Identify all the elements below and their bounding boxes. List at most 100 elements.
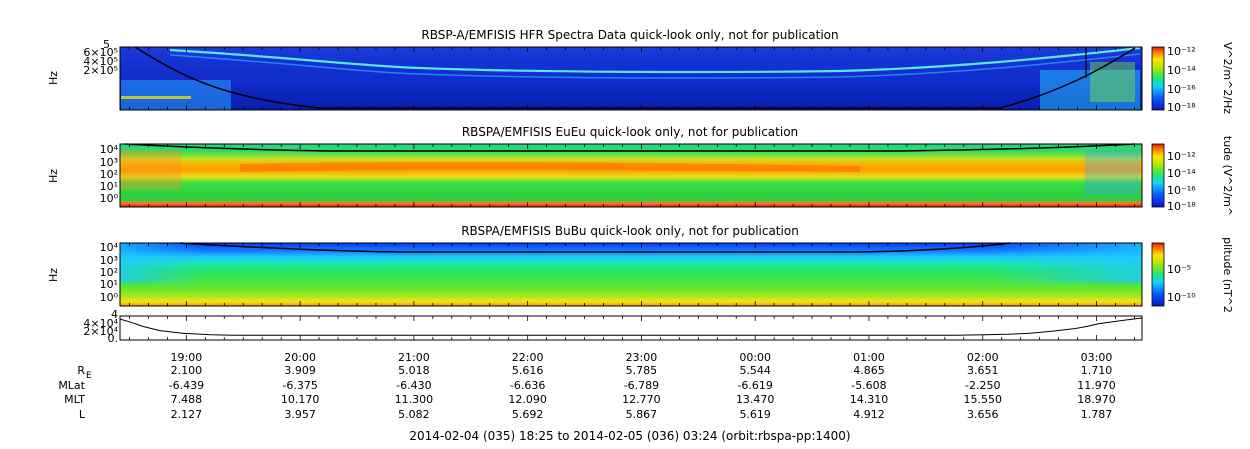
ephemeris-value: 5.692: [512, 408, 544, 421]
ephemeris-value: 4.865: [853, 364, 885, 377]
eueu-intense-band: [240, 161, 860, 172]
ephemeris-value: -6.789: [624, 379, 659, 392]
ephemeris-value: 15.550: [963, 393, 1002, 406]
ephemeris-row-subscript: E: [86, 371, 92, 381]
ephemeris-value: 2.100: [171, 364, 203, 377]
time-axis: 19:00 20:00 21:00 22:00 23:00 00:00 01:00 02:00…: [171, 351, 1113, 364]
ephemeris-value: -2.250: [965, 379, 1000, 392]
ephemeris-value: -6.430: [396, 379, 431, 392]
eueu-ytick-2: 10³: [100, 156, 118, 169]
ephemeris-value: -5.608: [851, 379, 886, 392]
ephemeris-value: 3.651: [967, 364, 999, 377]
ephemeris-value: 3.656: [967, 408, 999, 421]
eueu-spectrogram: [120, 144, 1142, 207]
ephemeris-value: 18.970: [1077, 393, 1116, 406]
time-tick-label: 19:00: [171, 351, 203, 364]
hfr-cbar-tick-3: 10⁻¹⁶: [1167, 83, 1196, 96]
line-xticks: [129, 316, 1135, 340]
bubu-ytick-2: 10³: [100, 254, 118, 267]
ephemeris-value: 3.957: [284, 408, 316, 421]
time-tick-label: 20:00: [284, 351, 316, 364]
hfr-cbar-label: V^2/m^2/Hz: [1221, 42, 1234, 114]
eueu-cbar-label: tude (V^2/m^: [1221, 136, 1234, 216]
line-series: [119, 317, 1142, 336]
ephemeris-value: 10.170: [281, 393, 320, 406]
ephemeris-value: 5.018: [398, 364, 430, 377]
ephemeris-value: 4.912: [853, 408, 885, 421]
bubu-ylabel: Hz: [47, 268, 60, 282]
time-tick-label: 23:00: [626, 351, 658, 364]
eueu-ytick-5: 10⁰: [100, 192, 119, 205]
ephemeris-row-label: L: [79, 408, 86, 421]
hfr-title: RBSP-A/EMFISIS HFR Spectra Data quick-lo…: [421, 28, 838, 42]
hfr-fce-curve: [134, 46, 1136, 109]
bubu-edge-shading: [120, 243, 1142, 283]
hfr-ytick-3: 2×10⁵: [83, 64, 118, 77]
ephemeris-value: 1.710: [1081, 364, 1113, 377]
line-plot-area: [119, 315, 1143, 341]
hfr-cbar-tick-1: 10⁻¹²: [1167, 45, 1196, 58]
bubu-cbar-tick-2: 10⁻¹⁰: [1167, 291, 1196, 304]
ephemeris-value: 5.616: [512, 364, 544, 377]
hfr-ytick-1: 6×10⁵: [83, 46, 118, 59]
eueu-cbar-tick-4: 10⁻¹⁸: [1167, 200, 1196, 213]
time-tick-label: 02:00: [967, 351, 999, 364]
hfr-ylabel: Hz: [47, 71, 60, 85]
bubu-cbar-label: plitude (nT^2: [1221, 237, 1234, 313]
time-tick-label: 01:00: [853, 351, 885, 364]
ephemeris-value: 2.127: [171, 408, 203, 421]
hfr-panel: RBSP-A/EMFISIS HFR Spectra Data quick-lo…: [47, 28, 1234, 114]
bubu-fce-curve: [179, 242, 1011, 253]
eueu-ytick-4: 10¹: [100, 180, 118, 193]
ephemeris-value: -6.439: [169, 379, 204, 392]
ephemeris-value: -6.375: [282, 379, 317, 392]
line-ytick-1: 4×10⁴: [83, 317, 118, 330]
hfr-xticks: [129, 47, 1135, 110]
hfr-colorbar: 10⁻¹² 10⁻¹⁴ 10⁻¹⁶ 10⁻¹⁸ V^2/m^2/Hz: [1151, 42, 1234, 114]
hfr-frame: [119, 46, 1143, 111]
eueu-xticks: [129, 144, 1135, 207]
ephemeris-value: 5.544: [739, 364, 771, 377]
hfr-left-noise: [121, 80, 231, 110]
time-tick-label: 03:00: [1081, 351, 1113, 364]
eueu-colorbar-scale: [1151, 143, 1165, 208]
bubu-frame: [119, 242, 1143, 307]
ephemeris-value: 12.090: [508, 393, 547, 406]
bubu-panel: RBSPA/EMFISIS BuBu quick-look only, not …: [47, 224, 1234, 313]
bubu-ytick-4: 10¹: [100, 278, 118, 291]
bubu-cbar-tick-1: 10⁻⁵: [1167, 263, 1191, 276]
eueu-frame: [119, 143, 1143, 208]
hfr-left-band: [121, 96, 191, 99]
ephemeris-value: 5.867: [626, 408, 658, 421]
hfr-uh-line: [169, 46, 1141, 74]
ephemeris-value: 3.909: [284, 364, 316, 377]
eueu-cbar-tick-2: 10⁻¹⁴: [1167, 167, 1196, 180]
bubu-colorbar-scale: [1151, 242, 1165, 307]
ephemeris-value: 5.082: [398, 408, 430, 421]
eueu-ylabel: Hz: [47, 169, 60, 183]
hfr-ytick-2: 4×10⁵: [83, 55, 118, 68]
time-tick-label: 22:00: [512, 351, 544, 364]
bubu-colorbar: 10⁻⁵ 10⁻¹⁰ plitude (nT^2: [1151, 237, 1234, 313]
ephemeris-value: 5.785: [626, 364, 658, 377]
eueu-ytick-3: 10²: [100, 168, 118, 181]
ephemeris-table: R E 2.100 3.909 5.018 5.616 5.785 5.544 4.865 3.6…: [58, 364, 1115, 421]
ephemeris-row-label: MLat: [58, 379, 85, 392]
line-ytick-2: 2×10⁴: [83, 325, 118, 338]
hfr-right-band: [1090, 62, 1135, 102]
line-ytop-label: 4: [111, 308, 118, 321]
bubu-ytick-1: 10⁴: [100, 241, 119, 254]
ephemeris-row-label: R: [77, 364, 85, 377]
footer-time-range: 2014-02-04 (035) 18:25 to 2014-02-05 (03…: [409, 429, 850, 443]
line-panel: 4 4×10⁴ 2×10⁴ 0.: [83, 308, 1143, 345]
ephemeris-value: 1.787: [1081, 408, 1113, 421]
eueu-cbar-tick-1: 10⁻¹²: [1167, 150, 1196, 163]
hfr-cbar-tick-2: 10⁻¹⁴: [1167, 64, 1196, 77]
hfr-colorbar-scale: [1151, 46, 1165, 111]
line-ytick-3: 0.: [108, 332, 119, 345]
eueu-cbar-tick-3: 10⁻¹⁶: [1167, 184, 1196, 197]
ephemeris-value: 13.470: [736, 393, 775, 406]
eueu-panel: RBSPA/EMFISIS EuEu quick-look only, not …: [47, 125, 1234, 216]
bubu-title: RBSPA/EMFISIS BuBu quick-look only, not …: [461, 224, 799, 238]
hfr-ytop-label: 5: [103, 38, 110, 51]
